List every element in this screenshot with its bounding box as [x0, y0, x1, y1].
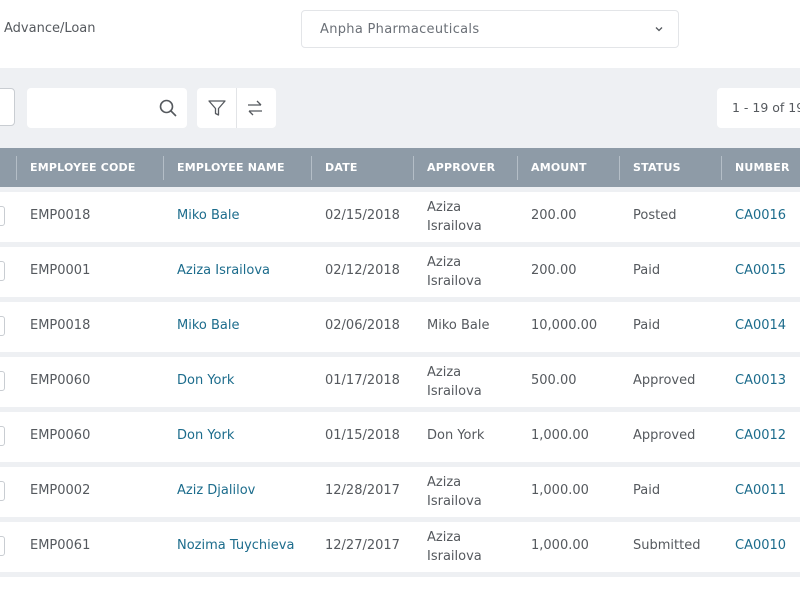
number-link[interactable]: CA0012: [735, 428, 787, 443]
column-divider: [16, 156, 17, 180]
approver: Aziza Israilova: [427, 200, 482, 234]
table-row[interactable]: [0, 577, 800, 589]
employee-code: EMP0002: [30, 483, 91, 498]
table-header: EMPLOYEE CODE EMPLOYEE NAME DATE APPROVE…: [0, 148, 800, 187]
date: 02/12/2018: [325, 263, 400, 278]
approver: Aziza Israilova: [427, 475, 482, 509]
amount: 200.00: [531, 263, 577, 278]
column-amount[interactable]: AMOUNT: [531, 161, 587, 174]
amount: 1,000.00: [531, 428, 589, 443]
amount: 10,000.00: [531, 318, 598, 333]
date: 12/28/2017: [325, 483, 400, 498]
row-checkbox[interactable]: [0, 316, 5, 336]
amount: 1,000.00: [531, 538, 589, 553]
employee-code: EMP0060: [30, 373, 91, 388]
employee-name-link[interactable]: Don York: [177, 428, 235, 443]
status: Paid: [633, 318, 661, 333]
column-date[interactable]: DATE: [325, 161, 358, 174]
number-link[interactable]: CA0011: [735, 483, 787, 498]
employee-name-link[interactable]: Miko Bale: [177, 208, 240, 223]
select-all-button[interactable]: [0, 88, 15, 126]
amount: 1,000.00: [531, 483, 589, 498]
number-link[interactable]: CA0015: [735, 263, 787, 278]
column-divider: [517, 156, 518, 180]
breadcrumb[interactable]: Advance/Loan: [4, 21, 96, 36]
search-icon[interactable]: [158, 98, 178, 118]
company-select[interactable]: Anpha Pharmaceuticals: [301, 10, 679, 48]
tools-divider: [236, 88, 237, 128]
approver: Aziza Israilova: [427, 365, 482, 399]
column-number[interactable]: NUMBER: [735, 161, 790, 174]
amount: 500.00: [531, 373, 577, 388]
column-employee-name[interactable]: EMPLOYEE NAME: [177, 161, 285, 174]
approver: Aziza Israilova: [427, 255, 482, 289]
top-bar: Advance/Loan Anpha Pharmaceuticals: [0, 0, 800, 68]
column-divider: [163, 156, 164, 180]
row-checkbox[interactable]: [0, 426, 5, 446]
table-row[interactable]: EMP0060 Don York 01/17/2018 Aziza Israil…: [0, 357, 800, 407]
search-input[interactable]: [35, 94, 159, 124]
approver: Miko Bale: [427, 318, 490, 333]
date: 01/17/2018: [325, 373, 400, 388]
employee-code: EMP0001: [30, 263, 91, 278]
status: Approved: [633, 373, 696, 388]
search-box[interactable]: [27, 88, 187, 128]
approver: Aziza Israilova: [427, 530, 482, 564]
pagination: 1 - 19 of 19: [717, 88, 800, 128]
table-row[interactable]: EMP0060 Don York 01/15/2018 Don York 1,0…: [0, 412, 800, 462]
employee-code: EMP0060: [30, 428, 91, 443]
number-link[interactable]: CA0016: [735, 208, 787, 223]
table-row[interactable]: EMP0061 Nozima Tuychieva 12/27/2017 Aziz…: [0, 522, 800, 572]
column-divider: [721, 156, 722, 180]
status: Paid: [633, 263, 661, 278]
row-checkbox[interactable]: [0, 536, 5, 556]
status: Approved: [633, 428, 696, 443]
table-row[interactable]: EMP0018 Miko Bale 02/06/2018 Miko Bale 1…: [0, 302, 800, 352]
column-divider: [619, 156, 620, 180]
date: 12/27/2017: [325, 538, 400, 553]
date: 02/06/2018: [325, 318, 400, 333]
employee-code: EMP0018: [30, 208, 91, 223]
employee-name-link[interactable]: Nozima Tuychieva: [177, 538, 295, 553]
employee-name-link[interactable]: Miko Bale: [177, 318, 240, 333]
filter-icon[interactable]: [207, 98, 227, 118]
company-select-value: Anpha Pharmaceuticals: [320, 22, 480, 37]
table-row[interactable]: EMP0002 Aziz Djalilov 12/28/2017 Aziza I…: [0, 467, 800, 517]
column-employee-code[interactable]: EMPLOYEE CODE: [30, 161, 136, 174]
chevron-down-icon: [655, 27, 663, 32]
column-approver[interactable]: APPROVER: [427, 161, 496, 174]
row-checkbox[interactable]: [0, 206, 5, 226]
date: 01/15/2018: [325, 428, 400, 443]
row-checkbox[interactable]: [0, 481, 5, 501]
number-link[interactable]: CA0014: [735, 318, 787, 333]
number-link[interactable]: CA0013: [735, 373, 787, 388]
status: Paid: [633, 483, 661, 498]
table-row[interactable]: EMP0001 Aziza Israilova 02/12/2018 Aziza…: [0, 247, 800, 297]
employee-code: EMP0061: [30, 538, 91, 553]
status: Posted: [633, 208, 677, 223]
date: 02/15/2018: [325, 208, 400, 223]
employee-name-link[interactable]: Aziz Djalilov: [177, 483, 256, 498]
table-row[interactable]: EMP0018 Miko Bale 02/15/2018 Aziza Israi…: [0, 192, 800, 242]
table-tools: [197, 88, 276, 128]
amount: 200.00: [531, 208, 577, 223]
employee-code: EMP0018: [30, 318, 91, 333]
column-divider: [413, 156, 414, 180]
pagination-label: 1 - 19 of 19: [732, 100, 800, 115]
employee-name-link[interactable]: Don York: [177, 373, 235, 388]
row-checkbox[interactable]: [0, 371, 5, 391]
swap-icon[interactable]: [245, 98, 265, 118]
approver: Don York: [427, 428, 485, 443]
column-divider: [311, 156, 312, 180]
column-status[interactable]: STATUS: [633, 161, 681, 174]
row-checkbox[interactable]: [0, 261, 5, 281]
status: Submitted: [633, 538, 701, 553]
number-link[interactable]: CA0010: [735, 538, 787, 553]
employee-name-link[interactable]: Aziza Israilova: [177, 263, 271, 278]
